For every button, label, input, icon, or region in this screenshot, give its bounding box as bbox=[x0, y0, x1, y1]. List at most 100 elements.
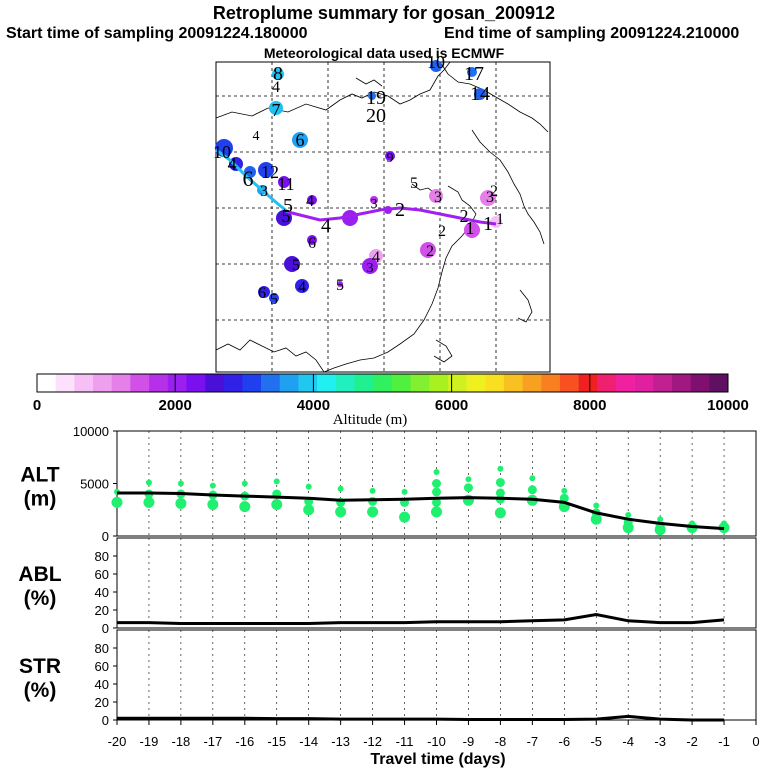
scatter-point bbox=[495, 488, 505, 498]
scatter-point bbox=[241, 480, 248, 487]
map-label: 5 bbox=[336, 277, 344, 294]
colorbar-cell bbox=[74, 374, 94, 392]
scatter-point bbox=[561, 487, 568, 494]
scatter-point bbox=[432, 487, 441, 497]
plume-dot bbox=[272, 68, 284, 80]
x-tick-label: -16 bbox=[235, 734, 254, 749]
coastlines bbox=[215, 61, 549, 373]
map-label: 11 bbox=[277, 174, 294, 194]
start-sampling-text: Start time of sampling 20091224.180000 bbox=[6, 25, 308, 42]
scatter-point bbox=[207, 499, 219, 510]
map-label: 3 bbox=[260, 183, 268, 200]
plume-dot bbox=[370, 196, 378, 204]
colorbar-tick-label: 6000 bbox=[435, 397, 468, 414]
map-label: 5 bbox=[410, 175, 418, 192]
x-tick-label: -3 bbox=[654, 734, 666, 749]
colorbar-tick-label: 4000 bbox=[297, 397, 330, 414]
y-axis-unit: (m) bbox=[24, 488, 57, 511]
x-tick-label: -4 bbox=[622, 734, 634, 749]
scatter-point bbox=[432, 479, 441, 488]
x-tick-label: -12 bbox=[363, 734, 382, 749]
plume-dot bbox=[295, 279, 309, 293]
plume-dot bbox=[480, 190, 496, 206]
map-label: 19 bbox=[366, 87, 386, 109]
colorbar-cell bbox=[298, 374, 318, 392]
colorbar-cell bbox=[410, 374, 430, 392]
y-tick-label: 80 bbox=[95, 549, 109, 564]
x-tick-label: -2 bbox=[686, 734, 698, 749]
scatter-point bbox=[177, 480, 184, 487]
scatter-point bbox=[273, 478, 280, 485]
map-label: 12 bbox=[261, 162, 279, 182]
colorbar-cell bbox=[559, 374, 579, 392]
panel-alt: 0 5000 10000 ALT(m) bbox=[20, 424, 757, 544]
map-label: 4 bbox=[372, 249, 380, 266]
map-label: 7 bbox=[272, 100, 281, 120]
map-label: 1 bbox=[483, 213, 493, 235]
scatter-point bbox=[657, 516, 664, 523]
plume-dot bbox=[292, 132, 308, 148]
map-label: 10 bbox=[213, 142, 231, 162]
x-tick-label: -5 bbox=[590, 734, 602, 749]
plume-dot bbox=[258, 286, 270, 298]
x-tick-label: -20 bbox=[108, 734, 127, 749]
scatter-point bbox=[593, 502, 600, 509]
scatter-point bbox=[143, 496, 155, 508]
x-tick-label: -14 bbox=[299, 734, 318, 749]
chart-title: Retroplume summary for gosan_200912 bbox=[212, 3, 556, 23]
panel-frame bbox=[116, 629, 757, 721]
map-label: 5 bbox=[282, 206, 291, 226]
map-label: 4 bbox=[253, 129, 260, 144]
colorbar-cell bbox=[317, 374, 337, 392]
x-tick-label: -18 bbox=[172, 734, 191, 749]
map-label: 5 bbox=[270, 291, 278, 308]
plume-dot bbox=[362, 258, 378, 274]
map-label: 1 bbox=[496, 211, 504, 228]
trajectory-cyan-segment bbox=[215, 148, 289, 214]
map-label: 4 bbox=[228, 154, 237, 174]
colorbar-tick-label: 2000 bbox=[159, 397, 192, 414]
colorbar-cell bbox=[242, 374, 262, 392]
colorbar-cell bbox=[597, 374, 617, 392]
colorbar-cell bbox=[279, 374, 299, 392]
y-axis-label: ABL bbox=[18, 563, 61, 586]
y-tick-label: 20 bbox=[95, 695, 109, 710]
colorbar-cell bbox=[671, 374, 691, 392]
y-axis-unit: (%) bbox=[24, 587, 57, 610]
colorbar-cell bbox=[205, 374, 225, 392]
plume-dot bbox=[464, 222, 480, 238]
map-label: 17 bbox=[464, 63, 484, 85]
y-tick-label: 80 bbox=[95, 641, 109, 656]
colorbar-cell bbox=[261, 374, 281, 392]
series-line bbox=[117, 612, 725, 625]
colorbar-cell bbox=[653, 374, 673, 392]
scatter-point bbox=[559, 493, 569, 503]
colorbar-cell bbox=[503, 374, 523, 392]
plume-dot bbox=[278, 176, 290, 188]
x-tick-label: -1 bbox=[718, 734, 730, 749]
plume-dot bbox=[430, 60, 442, 72]
colorbar-cells bbox=[37, 374, 729, 392]
scatter-point bbox=[432, 497, 441, 507]
plume-dot bbox=[307, 235, 317, 245]
map-label: 3 bbox=[367, 261, 374, 276]
series-line bbox=[117, 714, 725, 722]
colorbar-cell bbox=[373, 374, 393, 392]
map-label: 4 bbox=[298, 279, 306, 296]
x-tick-label: 0 bbox=[752, 734, 759, 749]
y-tick-label: 0 bbox=[102, 621, 109, 636]
x-tick-label: -11 bbox=[396, 734, 414, 749]
x-tick-label: -13 bbox=[331, 734, 350, 749]
map-label: 20 bbox=[366, 105, 386, 127]
scatter-point bbox=[625, 512, 632, 518]
map-label: 3 bbox=[486, 189, 494, 206]
y-tick-label: 40 bbox=[95, 585, 109, 600]
plume-dot bbox=[385, 151, 395, 161]
y-tick-label: 5000 bbox=[80, 477, 109, 492]
colorbar-cell bbox=[223, 374, 243, 392]
trajectory-purple-segment bbox=[287, 206, 497, 226]
colorbar-cell bbox=[55, 374, 75, 392]
colorbar-cell bbox=[167, 374, 187, 392]
x-tick-label: -10 bbox=[427, 734, 446, 749]
